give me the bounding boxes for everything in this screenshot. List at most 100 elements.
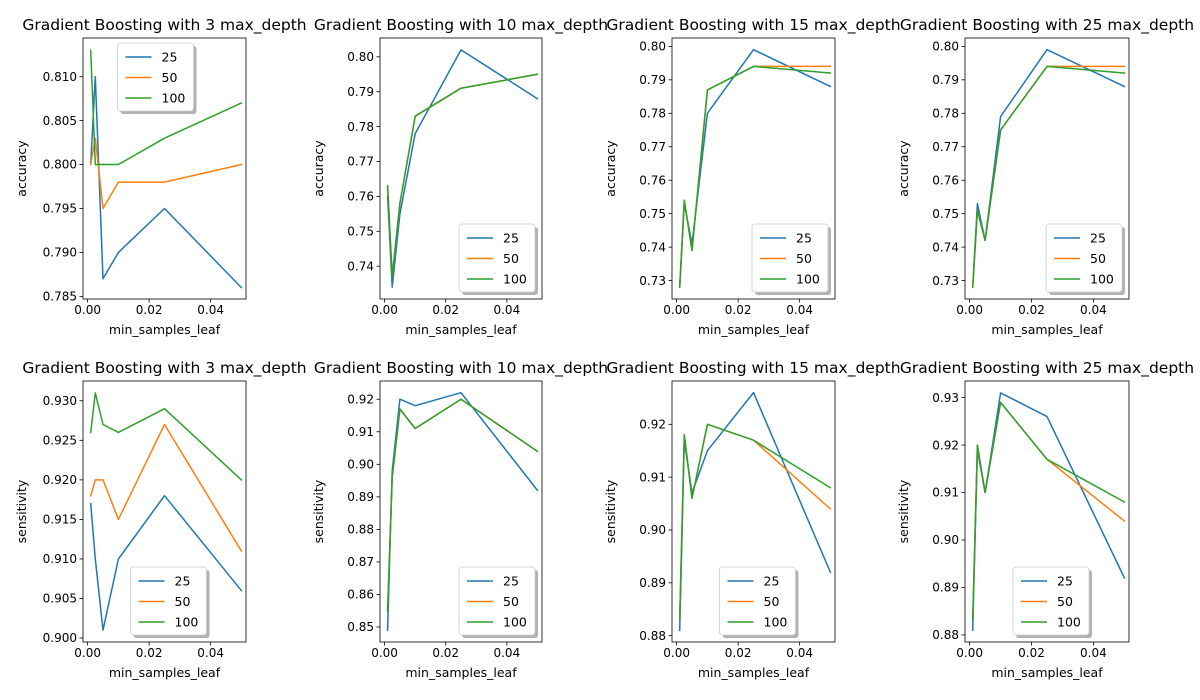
y-tick-label: 0.92 [932,438,959,452]
y-tick-label: 0.92 [347,392,374,406]
legend: 25 50 100 [719,566,799,638]
legend-box [719,566,796,636]
y-tick-label: 0.77 [932,140,959,154]
axes-frame [964,37,1130,300]
legend-label-100: 100 [1090,272,1114,287]
legend-label-25: 25 [162,50,178,65]
series-line-100 [386,398,539,612]
y-tick-label: 0.76 [932,173,959,187]
y-tick-label: 0.920 [43,473,77,487]
x-tick-label: 0.02 [136,303,163,317]
y-tick-label: 0.785 [43,290,77,304]
x-tick-label: 0.02 [1018,646,1045,660]
y-axis-label: accuracy [14,140,29,197]
y-tick-label: 0.90 [932,533,959,547]
legend: 25 50 100 [1012,566,1092,638]
y-tick-label: 0.74 [347,259,374,273]
axes-frame [379,37,543,300]
y-tick-label: 0.790 [43,246,77,260]
y-tick-label: 0.88 [639,629,666,643]
y-tick-label: 0.76 [347,190,374,204]
series-line-100 [89,49,243,166]
legend-label-100: 100 [175,615,199,630]
legend-label-25: 25 [175,574,191,589]
x-tick-label: 0.00 [74,303,101,317]
legend-box [130,566,207,636]
legend-box [458,223,536,293]
y-tick-label: 0.78 [639,106,666,120]
y-tick-label: 0.800 [43,158,77,172]
subplot-title: Gradient Boosting with 15 max_depth [606,359,900,378]
x-tick-label: 0.02 [432,646,459,660]
x-axis-label: min_samples_leaf [991,322,1103,337]
subplot-title: Gradient Boosting with 3 max_depth [22,16,306,35]
subplot-title: Gradient Boosting with 15 max_depth [606,16,900,35]
y-tick-label: 0.87 [347,555,374,569]
legend: 25 50 100 [117,42,197,114]
subplot-8: 0.00 0.02 0.04 0.88 0.89 0.90 0.91 0.92 0.93 min_… [896,359,1194,680]
x-axis-label: min_samples_leaf [698,322,810,337]
legend-box [117,42,194,112]
y-tick-label: 0.74 [932,240,959,254]
y-tick-label: 0.80 [639,40,666,54]
x-tick-label: 0.00 [663,303,690,317]
subplot-title: Gradient Boosting with 25 max_depth [900,16,1194,35]
x-tick-label: 0.04 [786,646,813,660]
y-tick-label: 0.80 [932,40,959,54]
series-line-25 [89,75,243,289]
y-tick-label: 0.86 [347,588,374,602]
legend-label-25: 25 [1090,231,1106,246]
x-tick-label: 0.04 [197,646,224,660]
y-tick-label: 0.89 [639,576,666,590]
legend-label-50: 50 [503,594,519,609]
y-axis-label: accuracy [896,140,911,197]
y-tick-label: 0.905 [43,592,77,606]
y-tick-label: 0.90 [347,458,374,472]
legend-label-50: 50 [1057,594,1073,609]
y-tick-label: 0.89 [347,490,374,504]
legend: 25 50 100 [1045,223,1125,295]
x-tick-label: 0.04 [1080,646,1107,660]
subplot-7: 0.00 0.02 0.04 0.88 0.89 0.90 0.91 0.92 min_samp… [603,359,901,680]
x-axis-label: min_samples_leaf [698,665,810,680]
series-line-25 [89,494,243,631]
x-tick-label: 0.02 [136,646,163,660]
legend-label-25: 25 [503,574,519,589]
y-tick-label: 0.910 [43,552,77,566]
legend: 25 50 100 [458,566,538,638]
y-tick-label: 0.80 [347,50,374,64]
y-tick-label: 0.88 [347,523,374,537]
legend: 25 50 100 [751,223,831,295]
x-tick-label: 0.04 [197,303,224,317]
y-axis-label: accuracy [603,140,618,197]
x-tick-label: 0.04 [493,646,520,660]
legend-label-50: 50 [764,594,780,609]
x-tick-label: 0.00 [663,646,690,660]
series-line-100 [971,401,1126,622]
y-tick-label: 0.805 [43,114,77,128]
legend-box [458,566,536,636]
y-tick-label: 0.92 [639,418,666,432]
x-tick-label: 0.04 [786,303,813,317]
legend-box [1045,223,1123,293]
axes-frame [82,380,247,643]
subplot-2: 0.00 0.02 0.04 0.74 0.75 0.76 0.77 0.78 0.79 0.80… [311,16,608,337]
series-line-50 [89,137,243,210]
y-tick-label: 0.77 [347,155,374,169]
y-axis-label: sensitivity [896,479,911,543]
legend-label-100: 100 [162,91,186,106]
y-tick-label: 0.77 [639,140,666,154]
x-axis-label: min_samples_leaf [405,322,517,337]
legend-label-25: 25 [1057,574,1073,589]
y-axis-label: accuracy [311,140,326,197]
x-tick-label: 0.04 [1080,303,1107,317]
x-tick-label: 0.00 [74,646,101,660]
series-line-100 [678,423,832,621]
axes-frame [671,37,836,300]
subplot-title: Gradient Boosting with 3 max_depth [22,359,306,378]
y-tick-label: 0.74 [639,240,666,254]
x-axis-label: min_samples_leaf [109,665,221,680]
x-axis-label: min_samples_leaf [405,665,517,680]
legend-label-50: 50 [162,70,178,85]
